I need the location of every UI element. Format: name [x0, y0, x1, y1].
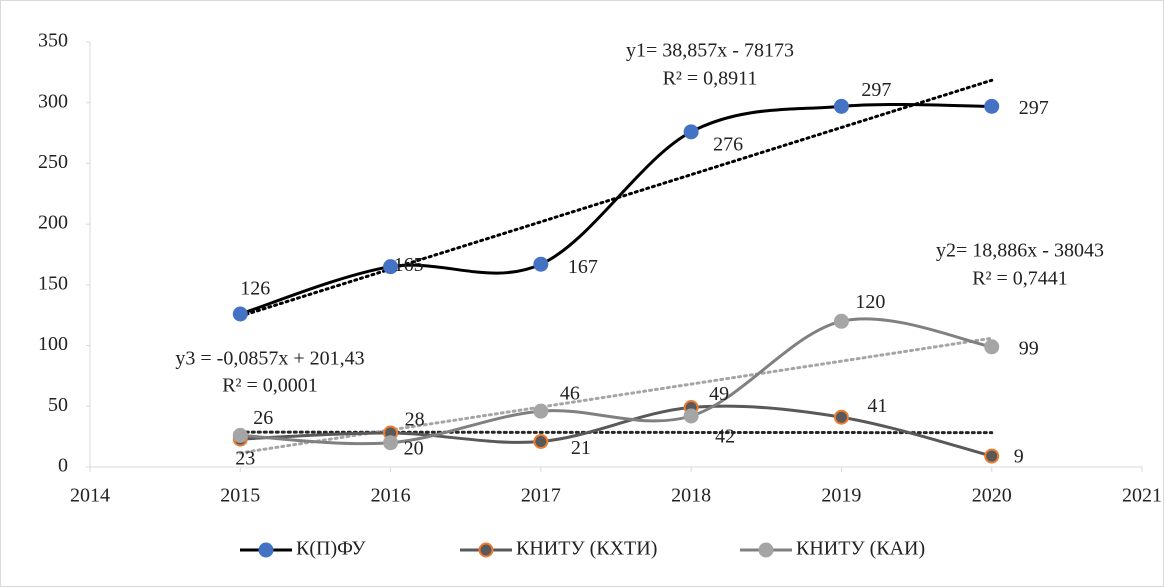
y-tick-label: 300: [38, 90, 68, 112]
series-line: [239, 102, 992, 316]
legend-label: КНИТУ (КХТИ): [516, 538, 657, 560]
marker: [533, 434, 549, 449]
data-label: 42: [715, 426, 735, 448]
y-tick-label: 350: [38, 30, 68, 52]
data-label: 28: [405, 409, 425, 431]
data-label: 165: [394, 254, 424, 276]
marker: [984, 98, 1000, 114]
y-tick-label: 150: [38, 272, 68, 294]
marker: [232, 427, 248, 443]
legend-label: К(П)ФУ: [296, 538, 366, 560]
y-tick-label: 0: [58, 455, 68, 477]
data-label: 297: [1019, 97, 1049, 119]
trend-equation: y3 = -0,0857x + 201,43: [175, 348, 364, 370]
marker: [533, 256, 549, 272]
trend-equation: y1= 38,857x - 78173: [626, 40, 794, 62]
marker: [984, 339, 1000, 355]
data-label: 126: [240, 278, 270, 300]
x-tick-label: 2021: [1122, 485, 1162, 507]
data-label: 21: [571, 437, 591, 459]
marker: [683, 124, 699, 140]
marker: [833, 313, 849, 329]
marker: [984, 448, 1000, 464]
trend-r2: R² = 0,8911: [663, 68, 758, 90]
y-tick-label: 50: [48, 394, 68, 416]
marker: [683, 408, 699, 424]
marker: [833, 409, 849, 425]
legend-marker: [478, 542, 494, 558]
data-label: 41: [867, 395, 887, 417]
legend-label: КНИТУ (КАИ): [796, 538, 925, 560]
data-label: 99: [1019, 337, 1039, 359]
x-tick-label: 2015: [220, 485, 260, 507]
data-label: 167: [568, 256, 598, 278]
data-label: 297: [861, 79, 891, 101]
trendline: [238, 78, 994, 318]
legend-marker: [258, 542, 274, 558]
data-label: 9: [1014, 446, 1024, 468]
marker: [833, 98, 849, 114]
data-label: 120: [855, 291, 885, 313]
x-tick-label: 2018: [671, 485, 711, 507]
marker: [383, 435, 399, 451]
data-label: 49: [709, 383, 729, 405]
series-line: [240, 317, 992, 446]
y-tick-label: 100: [38, 333, 68, 355]
marker: [383, 259, 399, 275]
series-line: [240, 404, 993, 458]
data-label: 20: [404, 437, 424, 459]
y-tick-label: 250: [38, 151, 68, 173]
legend-marker: [758, 542, 774, 558]
marker: [533, 403, 549, 419]
trend-equation: y2= 18,886x - 38043: [936, 240, 1104, 262]
data-label: 23: [235, 448, 255, 470]
data-label: 276: [713, 133, 743, 155]
trend-r2: R² = 0,7441: [972, 268, 1068, 290]
data-label: 26: [253, 407, 273, 429]
x-tick-label: 2014: [70, 485, 110, 507]
data-label: 46: [560, 383, 580, 405]
y-tick-label: 200: [38, 212, 68, 234]
trend-r2: R² = 0,0001: [222, 375, 318, 397]
marker: [232, 306, 248, 322]
x-tick-label: 2020: [972, 485, 1012, 507]
x-tick-label: 2019: [821, 485, 861, 507]
x-tick-label: 2016: [371, 485, 411, 507]
x-tick-label: 2017: [521, 485, 561, 507]
